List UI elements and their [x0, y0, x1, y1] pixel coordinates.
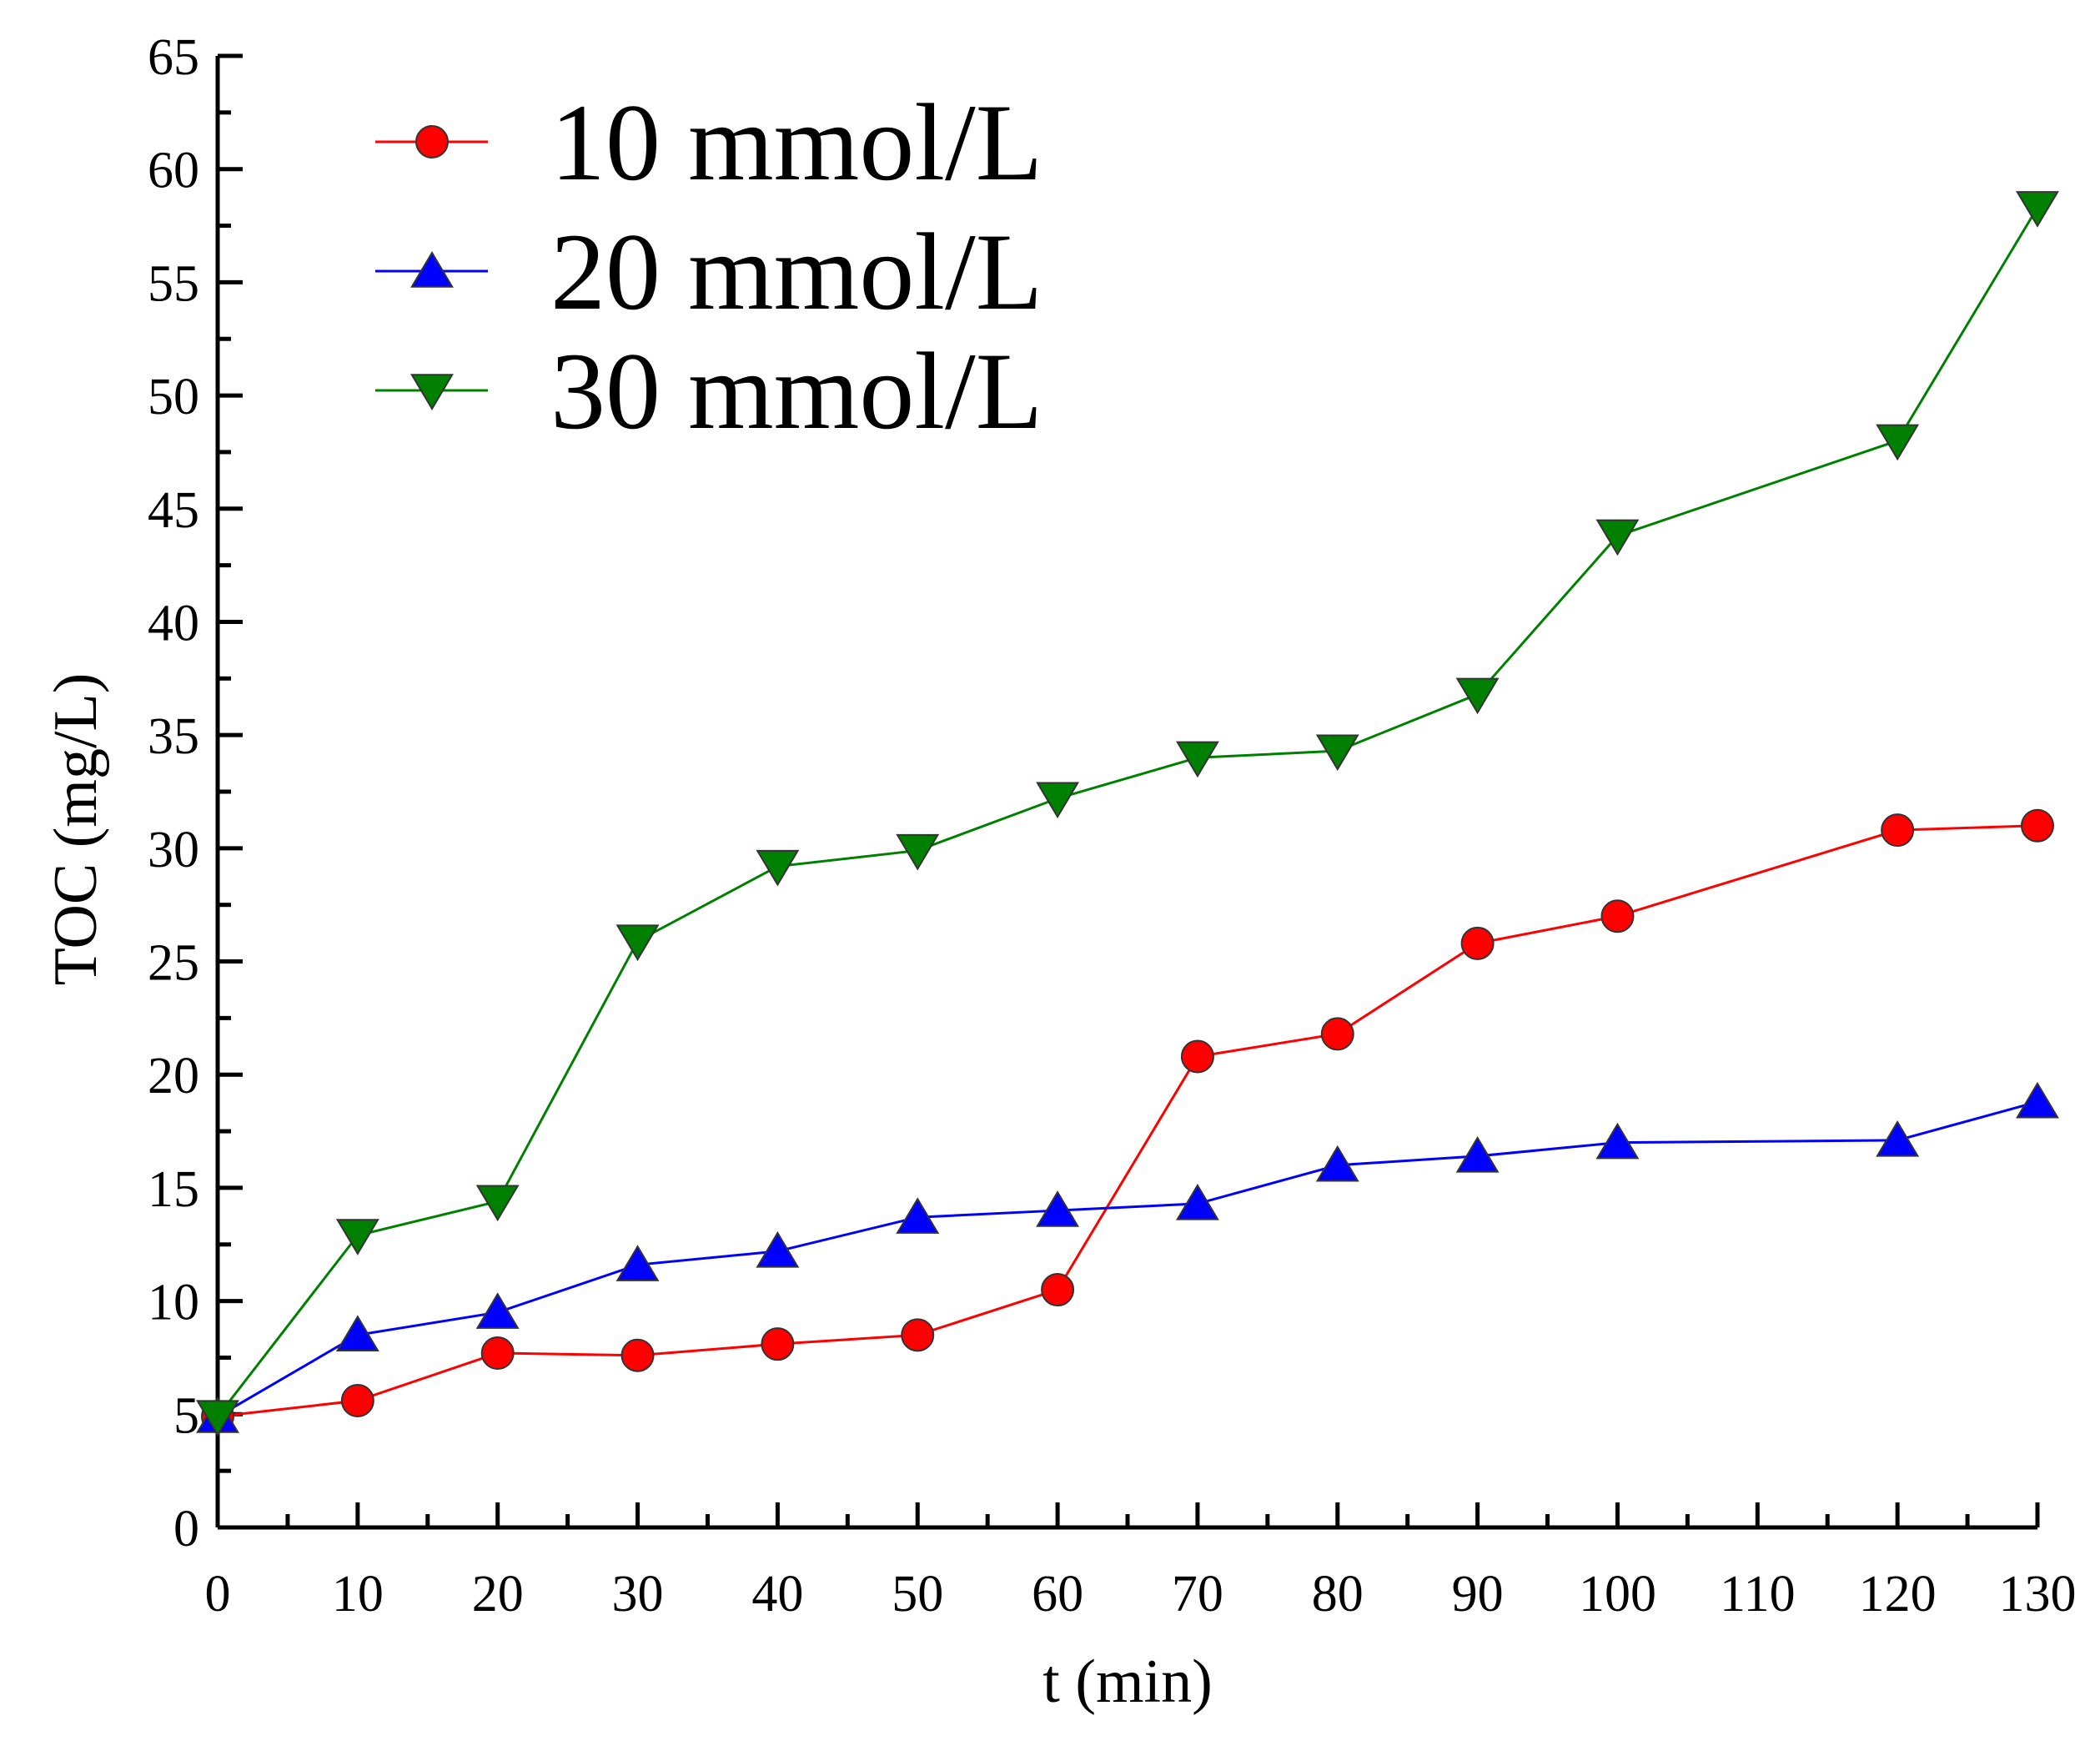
- x-tick-label: 60: [1032, 1566, 1083, 1623]
- y-tick-label: 30: [148, 822, 199, 878]
- data-point-s2: [1175, 741, 1219, 778]
- y-tick-label: 10: [148, 1275, 199, 1331]
- axes: 0 5 10 15 20 25 30 35 40 45 50 55 60 65 0 10 20 30 40 50 60 7…: [148, 29, 2077, 1623]
- data-point-s1: [2016, 1081, 2059, 1119]
- data-point-s1: [335, 1315, 379, 1352]
- data-point-s2: [1595, 519, 1640, 556]
- legend-label-2: 30 mmol/L: [550, 330, 1042, 452]
- data-point-s0: [901, 1318, 935, 1352]
- data-point-s0: [1881, 813, 1915, 848]
- data-point-s2: [896, 833, 940, 871]
- data-point-s2: [1315, 734, 1359, 772]
- y-tick-label: 25: [148, 935, 199, 992]
- data-point-s2: [615, 924, 660, 962]
- x-tick-label: 30: [612, 1566, 664, 1623]
- x-tick-label: 50: [892, 1566, 943, 1623]
- data-point-s1: [1455, 1135, 1500, 1173]
- data-point-s1: [1876, 1120, 1920, 1157]
- data-point-s2: [1876, 424, 1920, 461]
- x-tick-label: 80: [1312, 1566, 1364, 1623]
- data-point-s0: [620, 1338, 655, 1372]
- data-point-s2: [335, 1219, 379, 1255]
- y-tick-label: 20: [148, 1048, 199, 1104]
- y-tick-label: 50: [148, 369, 199, 425]
- y-tick-label: 40: [148, 595, 199, 652]
- series-markers: [196, 191, 2059, 1437]
- x-tick-label: 110: [1720, 1566, 1796, 1623]
- data-point-s0: [761, 1327, 795, 1361]
- data-point-s2: [1036, 782, 1080, 819]
- data-point-s0: [1180, 1039, 1214, 1074]
- legend-marker-1: [410, 251, 454, 288]
- y-tick-label: 0: [173, 1501, 199, 1557]
- y-tick-label: 35: [148, 708, 199, 765]
- x-axis-title: t (min): [1042, 1648, 1212, 1716]
- legend-label-1: 20 mmol/L: [550, 210, 1042, 333]
- data-point-s2: [2016, 191, 2059, 228]
- legend-label-0: 10 mmol/L: [550, 81, 1042, 204]
- x-tick-label: 70: [1172, 1566, 1223, 1623]
- data-point-s0: [1600, 899, 1635, 933]
- x-tick-label: 100: [1579, 1566, 1656, 1623]
- data-point-s2: [1455, 677, 1500, 715]
- x-tick-label: 20: [472, 1566, 524, 1623]
- y-tick-label: 60: [148, 143, 199, 199]
- data-point-s1: [756, 1230, 800, 1268]
- data-point-s0: [1320, 1017, 1354, 1051]
- data-point-s0: [2021, 808, 2054, 843]
- y-tick-label: 5: [173, 1387, 199, 1444]
- data-point-s1: [1315, 1145, 1359, 1182]
- data-point-s2: [756, 849, 800, 887]
- series-line-1: [217, 1100, 2038, 1418]
- data-point-s1: [896, 1197, 940, 1234]
- x-tick-label: 120: [1859, 1566, 1937, 1623]
- series-line-2: [216, 207, 2039, 1417]
- x-tick-label: 10: [332, 1566, 384, 1623]
- data-point-s1: [1595, 1122, 1640, 1160]
- y-tick-label: 65: [148, 29, 199, 86]
- x-tick-label: 40: [751, 1566, 803, 1623]
- data-point-s2: [475, 1185, 520, 1222]
- x-tick-label: 0: [205, 1566, 231, 1623]
- x-tick-label: 130: [1999, 1566, 2077, 1623]
- data-point-s1: [475, 1292, 520, 1329]
- data-point-s1: [1175, 1183, 1219, 1220]
- series-lines: [216, 207, 2039, 1418]
- data-point-s2: [196, 1400, 239, 1437]
- legend-marker-0: [415, 125, 449, 158]
- data-point-s0: [480, 1336, 515, 1371]
- legend-marker-2: [410, 374, 454, 410]
- data-point-s1: [615, 1245, 660, 1281]
- data-point-s0: [1460, 926, 1495, 960]
- data-point-s0: [1041, 1273, 1075, 1307]
- y-tick-label: 55: [148, 255, 199, 312]
- legend: 10 mmol/L20 mmol/L30 mmol/L: [375, 81, 1042, 452]
- x-tick-label: 90: [1452, 1566, 1504, 1623]
- data-point-s0: [340, 1384, 374, 1418]
- y-tick-label: 15: [148, 1161, 199, 1218]
- y-axis-title: TOC (mg/L): [42, 673, 110, 986]
- data-point-s1: [1036, 1190, 1080, 1227]
- y-tick-label: 45: [148, 482, 199, 539]
